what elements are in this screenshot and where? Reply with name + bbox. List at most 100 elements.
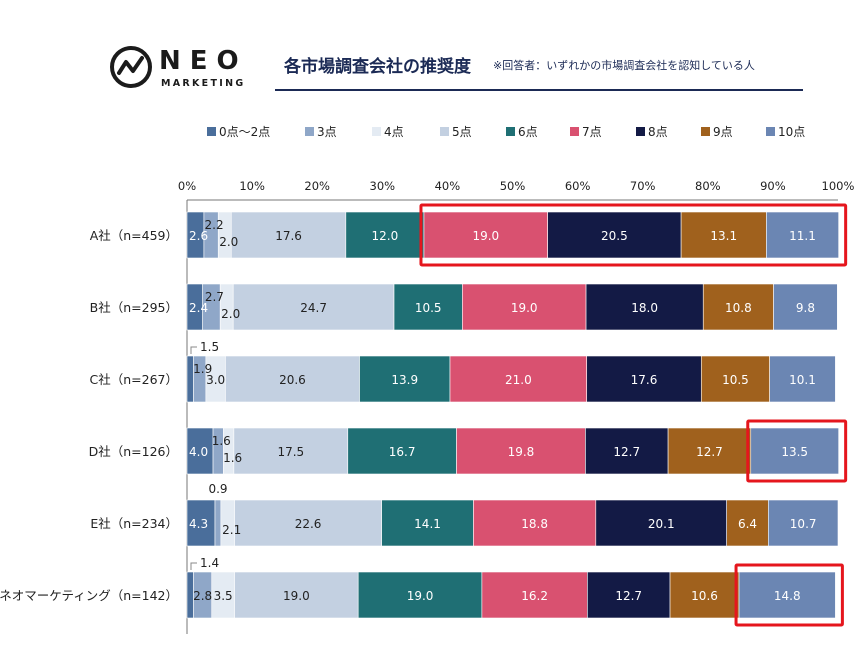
x-tick-label: 90%	[760, 179, 786, 193]
data-label: 20.6	[279, 373, 306, 387]
chart-subtitle: ※回答者：いずれかの市場調査会社を認知している人	[493, 59, 755, 72]
data-label: 19.0	[283, 589, 310, 603]
legend-swatch	[372, 127, 381, 136]
x-tick-label: 50%	[500, 179, 526, 193]
bar-segment	[234, 499, 382, 547]
callout-leader	[190, 562, 197, 570]
legend-label: 9点	[713, 125, 733, 139]
data-label: 11.1	[789, 229, 816, 243]
data-label: 3.5	[214, 589, 233, 603]
data-label: 10.5	[415, 301, 442, 315]
bar-segment	[234, 571, 359, 619]
data-label: 2.1	[222, 523, 241, 537]
data-label: 17.6	[275, 229, 302, 243]
legend-swatch	[440, 127, 449, 136]
data-label: 10.1	[789, 373, 816, 387]
category-label: E社（n=234）	[90, 516, 178, 531]
category-label: A社（n=459）	[90, 228, 178, 243]
bar-segment	[462, 283, 587, 331]
bar-segment	[768, 499, 839, 547]
legend-label: 3点	[317, 125, 337, 139]
data-label: 2.8	[193, 589, 212, 603]
callout-leader	[190, 346, 197, 354]
bar-segment	[586, 355, 702, 403]
bar-segment	[547, 211, 682, 259]
legend-swatch	[636, 127, 645, 136]
bar-segment	[585, 283, 704, 331]
bar-segment	[449, 355, 588, 403]
bar-segment	[680, 211, 767, 259]
data-label: 12.7	[613, 445, 640, 459]
bar-segment	[423, 211, 548, 259]
legend-label: 10点	[778, 125, 805, 139]
highlight-box	[746, 419, 848, 483]
bar-segment	[357, 571, 483, 619]
legend-swatch	[207, 127, 216, 136]
data-label: 1.9	[193, 362, 212, 376]
x-tick-label: 100%	[822, 179, 855, 193]
x-tick-label: 40%	[435, 179, 461, 193]
bar-segment	[738, 571, 836, 619]
bar-segment	[585, 427, 669, 475]
category-label: C社（n=267）	[90, 372, 178, 387]
highlight-box	[419, 203, 848, 267]
data-label: 14.1	[414, 517, 441, 531]
bar-segment	[700, 355, 770, 403]
data-label: 2.0	[219, 235, 238, 249]
data-label: 12.0	[372, 229, 399, 243]
category-label: D社（n=126）	[89, 444, 178, 459]
bar-segment	[587, 571, 671, 619]
data-label: 20.1	[648, 517, 675, 531]
chart-title: 各市場調査会社の推奨度	[284, 57, 471, 77]
x-tick-label: 60%	[565, 179, 591, 193]
data-label: 24.7	[300, 301, 327, 315]
legend-label: 5点	[452, 125, 472, 139]
brand-name: NEO	[159, 46, 248, 76]
data-label: 6.4	[738, 517, 757, 531]
neo-circle-wave-icon	[110, 46, 152, 88]
data-label: 9.8	[796, 301, 815, 315]
legend-swatch	[766, 127, 775, 136]
data-label: 14.8	[774, 589, 801, 603]
data-label: 10.5	[722, 373, 749, 387]
bar-segment	[750, 427, 839, 475]
legend-swatch	[570, 127, 579, 136]
bar-segment	[225, 355, 360, 403]
legend-swatch	[506, 127, 515, 136]
data-label: 10.6	[691, 589, 718, 603]
highlight-box	[734, 563, 844, 627]
bar-segment	[456, 427, 586, 475]
x-tick-label: 20%	[304, 179, 330, 193]
data-label: 17.5	[277, 445, 304, 459]
data-label: 12.7	[615, 589, 642, 603]
bar-segment	[481, 571, 588, 619]
data-label: 19.0	[407, 589, 434, 603]
data-label: 22.6	[295, 517, 322, 531]
data-label: 16.2	[521, 589, 548, 603]
data-label: 10.8	[725, 301, 752, 315]
x-tick-label: 30%	[370, 179, 396, 193]
data-label: 20.5	[601, 229, 628, 243]
x-tick-label: 0%	[178, 179, 196, 193]
bar-segment	[345, 211, 425, 259]
data-label: 2.0	[221, 307, 240, 321]
data-label: 10.7	[790, 517, 817, 531]
legend-label: 7点	[582, 125, 602, 139]
bar-segment	[347, 427, 457, 475]
data-label: 2.6	[189, 229, 208, 243]
bar-segment	[766, 211, 839, 259]
bar-segment	[214, 499, 222, 547]
bar-segment	[230, 211, 347, 259]
title-underline	[275, 89, 803, 91]
data-label: 4.0	[189, 445, 208, 459]
data-label: 3.0	[206, 373, 225, 387]
data-label: 2.4	[189, 301, 208, 315]
x-tick-label: 10%	[239, 179, 265, 193]
data-label: 1.6	[223, 451, 242, 465]
data-label: 2.7	[205, 290, 224, 304]
x-tick-label: 80%	[695, 179, 721, 193]
data-label: 13.9	[391, 373, 418, 387]
data-label: 18.0	[631, 301, 658, 315]
data-label: 21.0	[505, 373, 532, 387]
